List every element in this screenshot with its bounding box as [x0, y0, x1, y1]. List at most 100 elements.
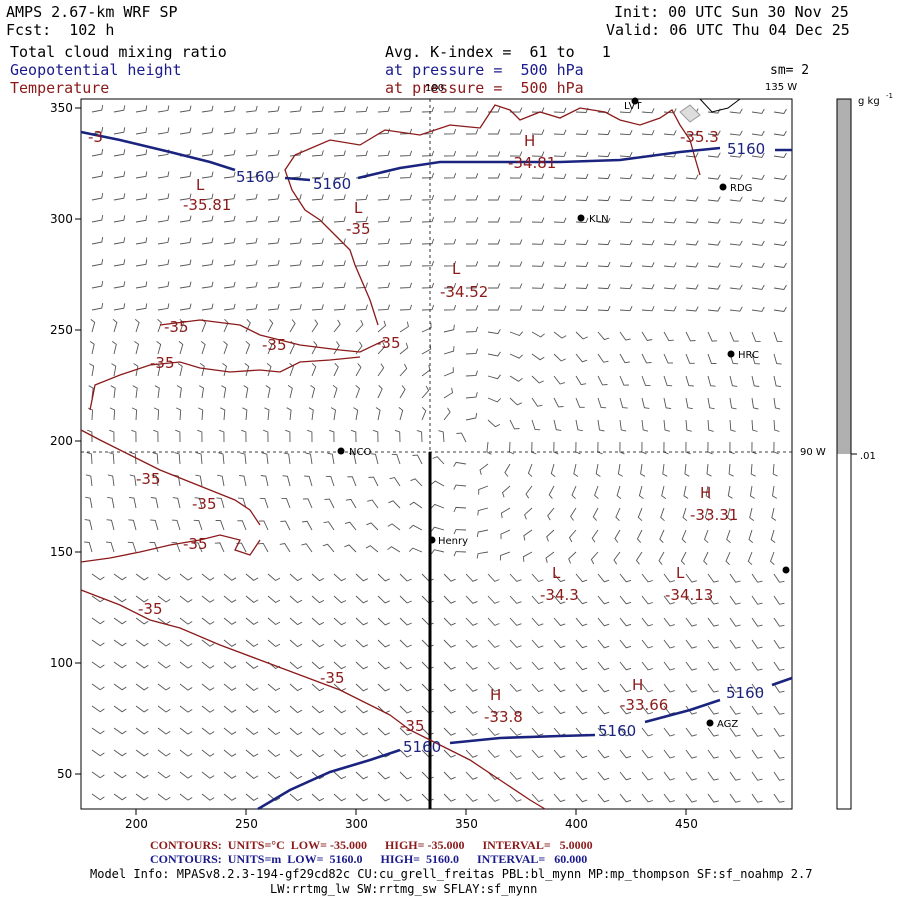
wind-barb [597, 683, 610, 693]
wind-barb [663, 793, 675, 803]
wind-barb [531, 573, 544, 583]
wind-barb [531, 595, 544, 605]
wind-barb [641, 705, 654, 715]
wind-barb [179, 705, 193, 713]
wind-barb [258, 520, 269, 531]
temp-label: -35 [138, 600, 163, 618]
wind-barb [443, 172, 457, 179]
wind-barb [660, 507, 665, 522]
meridian-180-label: 180 [425, 83, 444, 94]
wind-barb [707, 152, 721, 158]
wind-barb [410, 478, 423, 487]
wind-barb [637, 507, 643, 522]
wind-barb [377, 639, 390, 648]
wind-barb [157, 215, 170, 223]
wind-barb [151, 474, 159, 487]
wind-barb [245, 595, 259, 603]
station-kln: KLN [577, 214, 609, 225]
wind-barb [267, 683, 281, 692]
wind-barb [619, 749, 632, 759]
wind-barb [91, 661, 105, 669]
wind-barb [571, 485, 577, 500]
wind-barb [377, 172, 391, 179]
wind-barb [157, 127, 170, 135]
svg-text:-34.52: -34.52 [440, 283, 488, 301]
wind-barb [726, 507, 732, 521]
wind-barb [597, 727, 610, 737]
wind-barb [751, 284, 765, 290]
wind-barb [264, 407, 270, 421]
wind-barb [751, 262, 765, 268]
wind-barb [245, 215, 258, 223]
svg-text:-33.8: -33.8 [484, 708, 523, 726]
wind-barb [178, 341, 184, 355]
wind-barb [465, 217, 479, 223]
wind-barb [729, 595, 741, 605]
wind-barb [575, 151, 589, 157]
wind-barb [333, 793, 347, 802]
wind-barb [773, 240, 787, 246]
wind-barb [465, 239, 479, 245]
wind-barb [201, 215, 214, 223]
wind-barb [421, 260, 435, 267]
y-tick-label: 100 [50, 656, 73, 670]
wind-barb [399, 216, 413, 223]
wind-barb [663, 284, 677, 290]
wind-barb [223, 727, 237, 735]
svg-text:H: H [700, 484, 711, 502]
wind-barb [153, 407, 160, 421]
wind-barb [201, 749, 215, 757]
wind-barb [201, 595, 215, 603]
wind-barb [355, 216, 368, 223]
wind-barb [531, 639, 544, 649]
svg-text:-33.31: -33.31 [690, 506, 738, 524]
wind-barb [91, 215, 104, 223]
wind-barb [465, 771, 478, 780]
wind-barb [157, 749, 171, 757]
extremum-low: L -34.13 [665, 564, 713, 604]
field-temp-label: Temperature [10, 79, 110, 97]
wind-barb [619, 240, 633, 246]
height-label: 5160 [403, 738, 441, 756]
wind-barb [113, 771, 127, 779]
wind-barb [223, 573, 237, 581]
wind-barb [355, 260, 368, 267]
wind-barb [509, 749, 522, 758]
wind-barb [553, 639, 566, 649]
wind-barb [747, 551, 753, 566]
wind-barb [640, 463, 646, 477]
wind-barb [531, 151, 545, 157]
wind-barb [597, 617, 610, 627]
wind-barb [355, 150, 368, 157]
wind-barb [509, 305, 523, 311]
wind-barb [703, 551, 709, 566]
wind-barb [84, 519, 93, 531]
wind-barb [157, 771, 171, 779]
wind-barb [311, 573, 325, 582]
colorbar-units-exp: -1 [886, 92, 893, 100]
wind-barb [399, 705, 412, 714]
wind-barb [773, 174, 787, 180]
wind-barb [109, 407, 116, 421]
wind-barb [421, 150, 435, 157]
wind-barb [245, 573, 259, 581]
wind-barb [685, 771, 697, 781]
wind-barb [443, 304, 457, 311]
wind-barb [112, 318, 118, 333]
wind-barb [399, 150, 413, 157]
wind-barb [311, 194, 324, 201]
wind-barb [289, 194, 302, 201]
wind-barb [267, 237, 280, 245]
wind-barb [751, 793, 763, 803]
wind-barb [89, 363, 95, 377]
wind-barb [135, 793, 149, 801]
wind-barb [638, 485, 644, 499]
svg-text:L: L [676, 564, 685, 582]
temp-label: -35 [376, 334, 401, 352]
wind-barb [91, 771, 105, 779]
wind-barb [465, 392, 478, 399]
wind-barb [377, 661, 390, 670]
wind-barb [201, 281, 214, 289]
wind-barb [399, 771, 412, 780]
wind-barb [773, 108, 787, 114]
